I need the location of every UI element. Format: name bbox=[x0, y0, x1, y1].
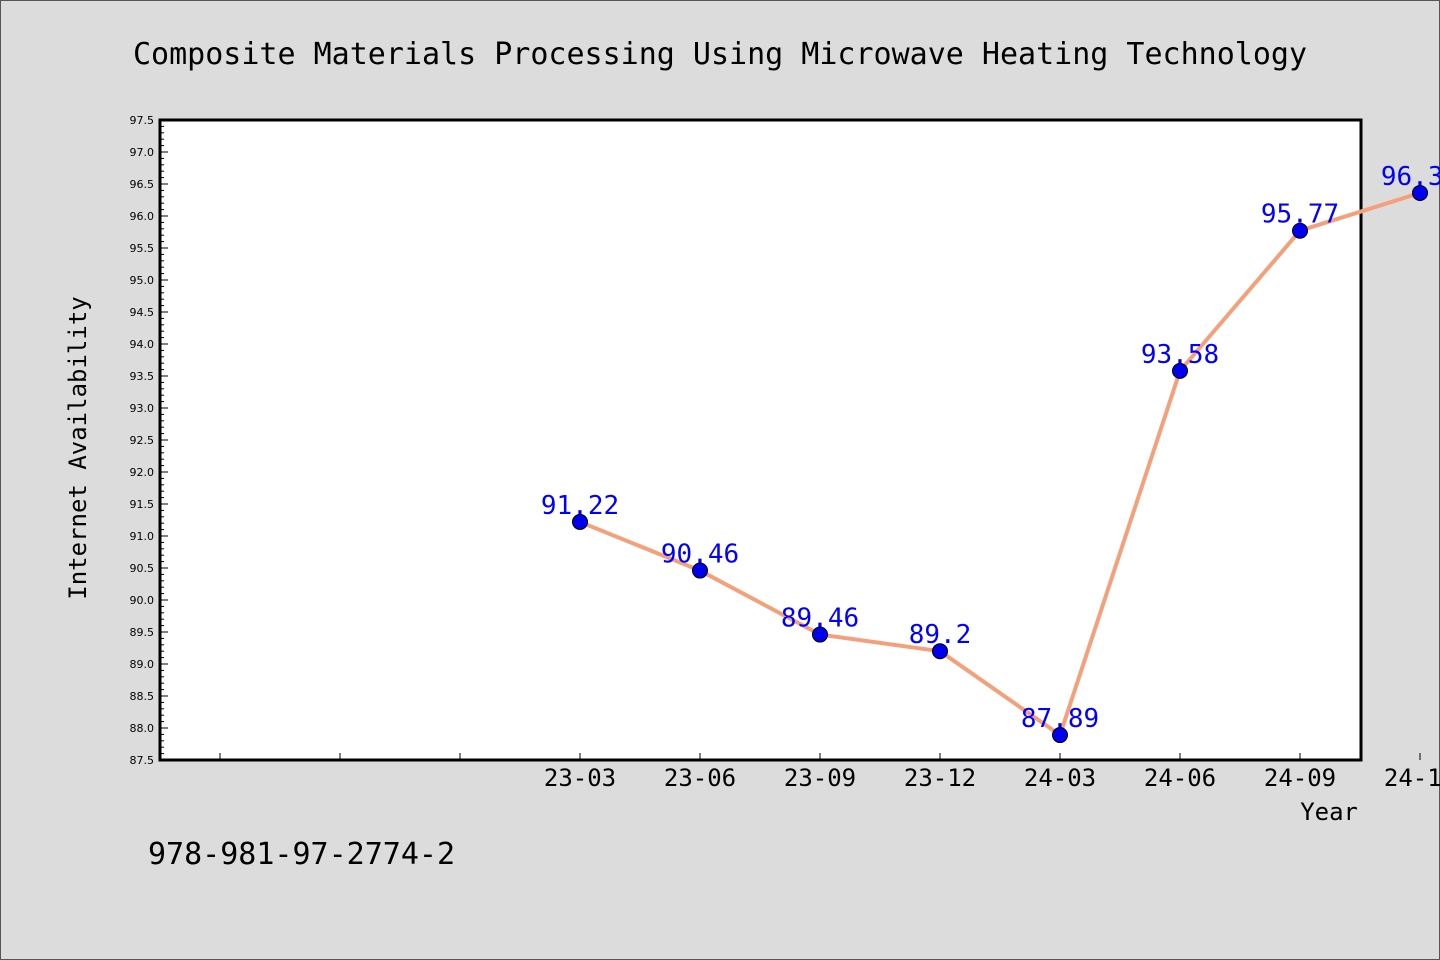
data-label: 90.46 bbox=[661, 540, 739, 570]
x-tick-label: 24-06 bbox=[1144, 764, 1216, 792]
data-labels: 91.22 90.46 89.46 89.2 87.89 93.58 95.77 96.36 bbox=[541, 162, 1440, 734]
data-markers bbox=[572, 184, 1428, 744]
y-tick-label: 95.0 bbox=[130, 274, 155, 287]
plot-area bbox=[158, 118, 1363, 762]
y-tick-label: 90.0 bbox=[130, 594, 155, 607]
data-label: 91.22 bbox=[541, 491, 619, 521]
y-tick-label: 93.0 bbox=[130, 402, 155, 415]
data-label: 89.46 bbox=[781, 604, 859, 634]
y-tick-label: 88.5 bbox=[130, 690, 155, 703]
y-tick-label: 94.0 bbox=[130, 338, 155, 351]
data-point bbox=[1292, 222, 1308, 239]
x-tick-label: 23-03 bbox=[544, 764, 616, 792]
y-tick-label: 96.5 bbox=[130, 178, 155, 191]
y-tick-label: 92.0 bbox=[130, 466, 155, 479]
x-tick-label: 24-03 bbox=[1024, 764, 1096, 792]
y-axis: 87.5 88.0 88.5 89.0 89.5 90.0 90.5 91.0 91.5 92.0… bbox=[130, 114, 168, 767]
y-tick-label: 91.5 bbox=[130, 498, 155, 511]
y-tick-label: 88.0 bbox=[130, 722, 155, 735]
series-line-group bbox=[579, 191, 1421, 738]
data-point bbox=[1412, 184, 1428, 201]
y-tick-label: 96.0 bbox=[130, 210, 155, 223]
chart-title: Composite Materials Processing Using Mic… bbox=[133, 37, 1307, 72]
series-line bbox=[579, 191, 1421, 738]
x-axis-label: Year bbox=[1300, 798, 1358, 826]
data-label: 89.2 bbox=[909, 620, 972, 650]
y-tick-label: 93.5 bbox=[130, 370, 155, 383]
y-tick-label: 87.5 bbox=[130, 754, 155, 767]
y-tick-label: 97.5 bbox=[130, 114, 155, 127]
y-axis-label: Internet Availability bbox=[64, 296, 92, 599]
y-tick-label: 89.5 bbox=[130, 626, 155, 639]
y-tick-label: 97.0 bbox=[130, 146, 155, 159]
data-label: 95.77 bbox=[1261, 200, 1339, 230]
y-tick-label: 94.5 bbox=[130, 306, 155, 319]
data-point bbox=[1052, 727, 1068, 744]
x-tick-label: 24-09 bbox=[1264, 764, 1336, 792]
footnote-isbn: 978-981-97-2774-2 bbox=[148, 837, 455, 872]
y-tick-label: 89.0 bbox=[130, 658, 155, 671]
x-tick-label: 23-09 bbox=[784, 764, 856, 792]
x-axis: 23-03 23-06 23-09 23-12 24-03 24-06 24-09 24-12 bbox=[219, 753, 1440, 792]
data-point bbox=[812, 626, 828, 643]
data-point bbox=[1172, 362, 1188, 379]
x-tick-label: 23-06 bbox=[664, 764, 736, 792]
x-tick-label: 24-12 bbox=[1384, 764, 1440, 792]
y-tick-label: 91.0 bbox=[130, 530, 155, 543]
data-point bbox=[692, 562, 708, 579]
data-point bbox=[932, 643, 948, 660]
data-label: 87.89 bbox=[1021, 704, 1099, 734]
data-point bbox=[572, 513, 588, 530]
y-tick-label: 90.5 bbox=[130, 562, 155, 575]
data-label: 96.36 bbox=[1381, 162, 1440, 192]
x-tick-label: 23-12 bbox=[904, 764, 976, 792]
y-tick-label: 92.5 bbox=[130, 434, 155, 447]
y-tick-label: 95.5 bbox=[130, 242, 155, 255]
data-label: 93.58 bbox=[1141, 340, 1219, 370]
